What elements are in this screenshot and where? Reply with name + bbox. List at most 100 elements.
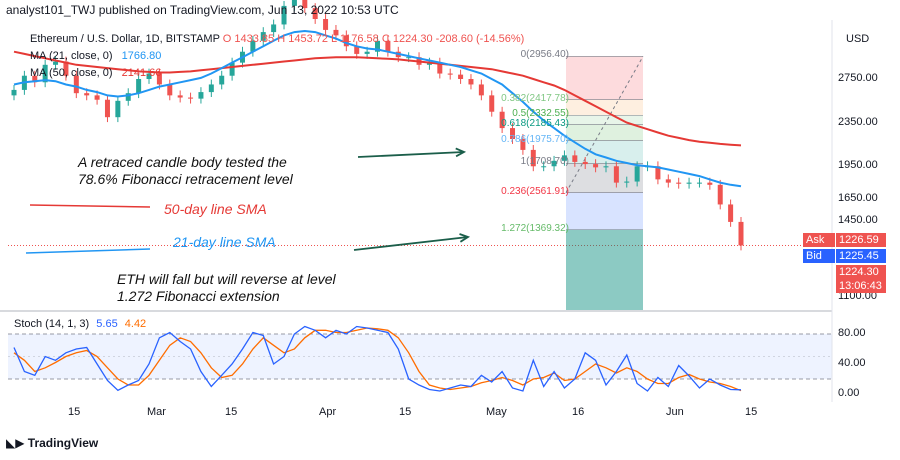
candle-body <box>385 40 391 52</box>
symbol-legend: Ethereum / U.S. Dollar, 1D, BITSTAMP O 1… <box>30 33 524 45</box>
fib-label-0.382: 0.5(2332.55) <box>512 108 569 120</box>
time-tick: Apr <box>319 406 337 418</box>
moving-averages <box>13 29 742 188</box>
candle-body <box>738 221 744 246</box>
candle-body <box>728 204 734 222</box>
candle-body <box>426 62 432 65</box>
fib-label-0.618: 0.786(1975.70) <box>501 133 569 145</box>
price-tick: 1450.00 <box>838 213 878 226</box>
currency-label: USD <box>846 33 870 45</box>
candle-body <box>291 0 297 6</box>
candle-body <box>541 166 547 168</box>
arrow-retrace-head <box>455 147 467 158</box>
candle-body <box>686 182 692 184</box>
candle-body <box>468 79 474 85</box>
stoch-k-line <box>13 325 742 392</box>
time-tick: May <box>486 406 507 418</box>
grid <box>0 20 833 402</box>
candle-body <box>437 62 443 74</box>
ask-value-tag: 1226.59 <box>836 233 886 247</box>
ohlc-open: O 1433.85 <box>222 33 275 45</box>
time-tick: 15 <box>225 406 238 418</box>
stoch-tick: 0.00 <box>838 387 860 399</box>
stoch-k-value: 5.65 <box>96 318 118 330</box>
symbol-name[interactable]: Ethereum / U.S. Dollar, 1D, BITSTAMP <box>30 33 220 45</box>
candle-body <box>489 95 495 112</box>
stoch-legend[interactable]: Stoch (14, 1, 3) 5.65 4.42 <box>14 318 146 330</box>
time-tick: Jun <box>666 406 684 418</box>
annotation-extension-line-1: ETH will fall but will reverse at level <box>117 271 336 287</box>
sma50-legend-line <box>29 204 151 208</box>
candle-body <box>582 161 588 165</box>
stoch-d-line <box>13 327 742 392</box>
stoch-d-value: 4.42 <box>124 318 147 330</box>
candle-body <box>84 93 90 96</box>
candle-body <box>32 75 38 83</box>
candle-body <box>198 92 204 99</box>
stoch-tick: 80.00 <box>838 327 866 339</box>
candle-body <box>707 182 713 185</box>
candle-body <box>406 57 412 59</box>
candle-body <box>104 99 110 118</box>
fib-label-1: 0.236(2561.91) <box>501 185 569 197</box>
candle-body <box>115 100 121 118</box>
fib-band-0.786 <box>566 163 643 193</box>
stoch-tick: 40.00 <box>838 357 866 369</box>
ma50-legend[interactable]: MA (50, close, 0) 2141.66 <box>30 67 161 79</box>
annotation-arrows <box>25 147 471 254</box>
ohlc-high: H 1453.72 <box>277 33 328 45</box>
candle-body <box>281 5 287 25</box>
candle-body <box>156 73 162 85</box>
logo-text: TradingView <box>27 436 99 450</box>
ma21-legend-label: MA (21, close, 0) <box>30 50 113 62</box>
time-tick: Mar <box>147 406 166 418</box>
candle-body <box>11 89 17 96</box>
fib-trend-line <box>565 56 644 193</box>
fib-band-0 <box>566 56 643 100</box>
fib-band-extension <box>566 229 643 310</box>
fibonacci-retracement[interactable] <box>565 56 644 310</box>
ma21-legend[interactable]: MA (21, close, 0) 1766.80 <box>30 50 161 62</box>
last-price-tag: 1224.30 <box>836 265 886 279</box>
ma21-line <box>13 29 742 188</box>
time-tick: 15 <box>745 406 758 418</box>
tradingview-logo[interactable]: ◣▶ TradingView <box>6 436 98 450</box>
candle-body <box>136 79 142 94</box>
candle-body <box>572 155 578 162</box>
annotation-retrace-line-2: 78.6% Fibonacci retracement level <box>78 171 293 187</box>
fib-band-0.236 <box>566 99 643 116</box>
publish-header: analyst101_TWJ published on TradingView.… <box>6 3 399 17</box>
candle-body <box>634 166 640 182</box>
candle-body <box>603 166 609 168</box>
candle-body <box>696 182 702 184</box>
candle-body <box>188 97 194 99</box>
candle-body <box>312 8 318 19</box>
sma21-legend-line <box>25 248 151 254</box>
candle-body <box>177 95 183 98</box>
candle-body <box>94 95 100 100</box>
candle-body <box>73 75 79 94</box>
candle-body <box>125 93 131 101</box>
ma50-legend-value: 2141.66 <box>121 67 162 79</box>
fib-band-0.5 <box>566 124 643 141</box>
candle-body <box>447 73 453 75</box>
annotation-extension-line-2: 1.272 Fibonacci extension <box>117 288 280 304</box>
ohlc-change: -208.60 (-14.56%) <box>435 33 525 45</box>
candle-body <box>478 84 484 96</box>
candle-body <box>208 84 214 93</box>
fib-label-1.272: 1.272(1369.32) <box>501 222 569 234</box>
price-tick: 1100.00 <box>838 290 877 302</box>
candle-body <box>167 84 173 96</box>
candle-body <box>530 149 536 167</box>
sma21-annotation: 21-day line SMA <box>173 234 276 250</box>
candle-body <box>146 73 152 79</box>
arrow-extension-shaft <box>353 236 469 251</box>
candle-body <box>665 179 671 183</box>
price-tick: 1950.00 <box>838 159 878 172</box>
bar-countdown-tag: 13:06:43 <box>836 279 886 293</box>
fib-label-0.786: 1(1708.70) <box>520 156 569 168</box>
ma50-line <box>13 50 742 147</box>
ask-label-tag: Ask <box>803 233 835 247</box>
sma50-annotation: 50-day line SMA <box>164 201 267 217</box>
